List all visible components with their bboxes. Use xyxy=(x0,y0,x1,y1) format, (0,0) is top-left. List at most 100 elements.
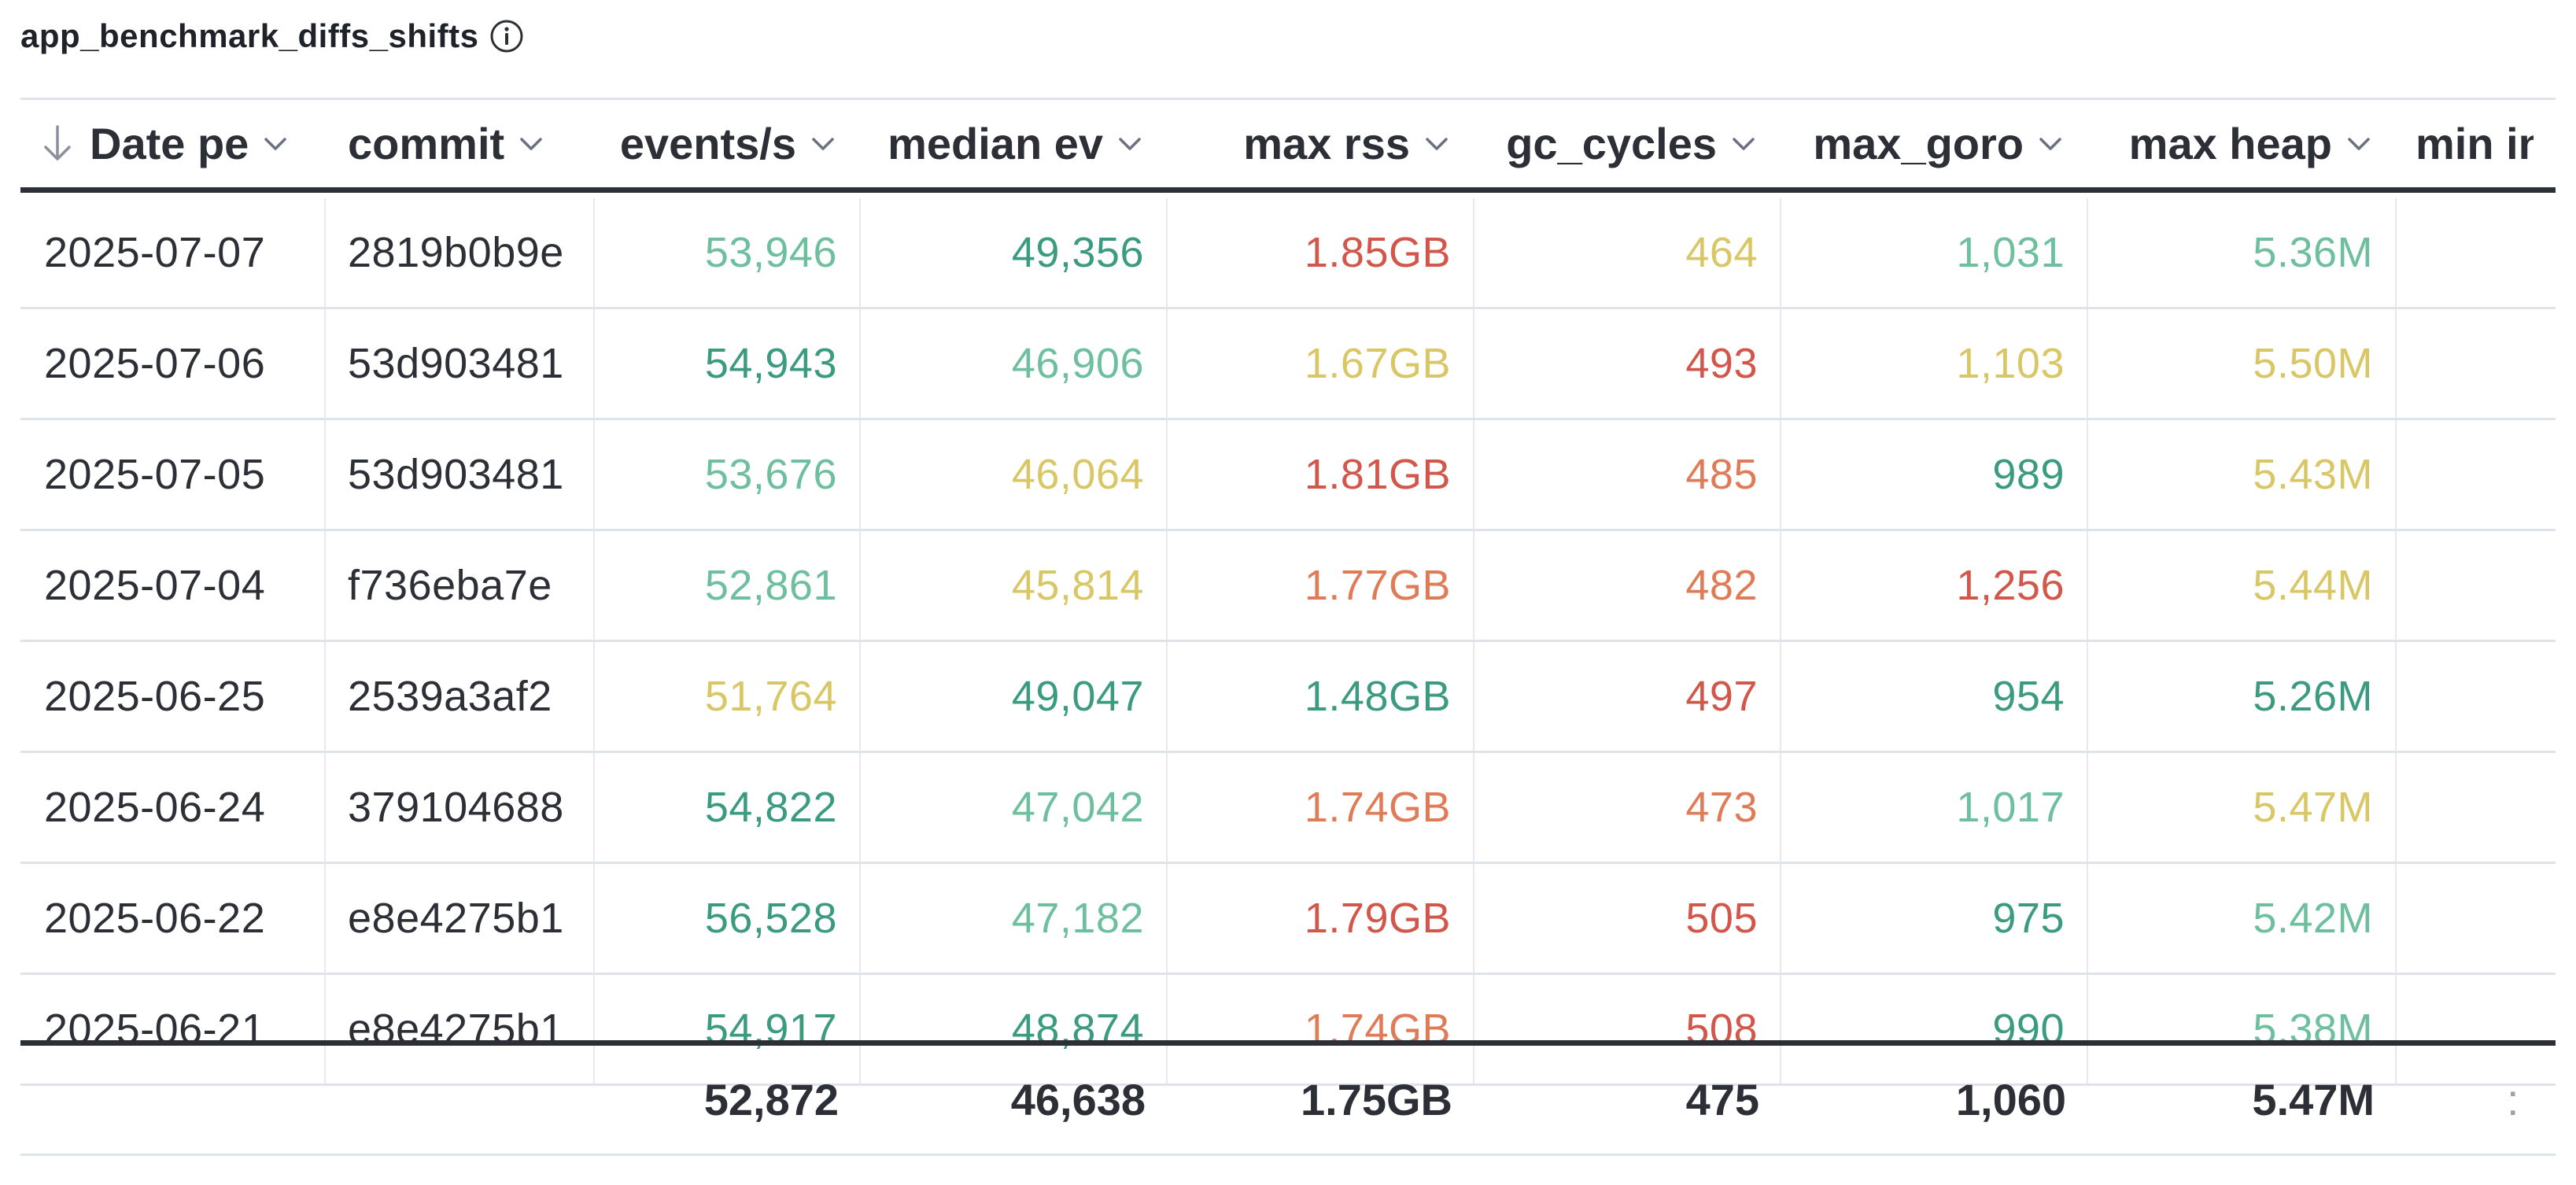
cell-date: 2025-06-25 xyxy=(20,642,326,751)
cell-date: 2025-07-05 xyxy=(20,420,326,529)
info-icon[interactable] xyxy=(489,18,525,54)
cell-events: 53,676 xyxy=(595,420,861,529)
chevron-down-icon[interactable] xyxy=(807,128,839,160)
cell-median: 46,064 xyxy=(861,420,1168,529)
cell-minin xyxy=(2397,753,2556,862)
cell-rss: 1.48GB xyxy=(1168,642,1474,751)
cell-gc: 493 xyxy=(1474,309,1781,418)
cell-median: 46,906 xyxy=(861,309,1168,418)
cell-events: 53,946 xyxy=(595,198,861,307)
totals-divider xyxy=(20,1040,2556,1046)
cell-gc: 485 xyxy=(1474,420,1781,529)
column-header-goro[interactable]: max_goro xyxy=(1781,100,2088,187)
cell-events: 54,943 xyxy=(595,309,861,418)
column-header-minin[interactable]: min in xyxy=(2397,100,2556,187)
table-row[interactable]: 2025-07-05 53d903481 53,676 46,064 1.81GB 485… xyxy=(20,420,2556,531)
column-header-date[interactable]: Date pe xyxy=(20,100,326,187)
cell-events: 56,528 xyxy=(595,864,861,973)
chevron-down-icon[interactable] xyxy=(2035,128,2066,160)
widget-title: app_benchmark_diffs_shifts xyxy=(20,17,479,54)
table-row[interactable]: 2025-06-22 e8e4275b1 56,528 47,182 1.79GB 505… xyxy=(20,864,2556,975)
cell-date: 2025-06-24 xyxy=(20,753,326,862)
column-header-label: gc_cycles xyxy=(1506,119,1717,168)
cell-events: 51,764 xyxy=(595,642,861,751)
cell-minin xyxy=(2397,198,2556,307)
total-date xyxy=(20,1046,326,1154)
cell-minin xyxy=(2397,642,2556,751)
total-gc: 475 xyxy=(1685,1075,1759,1124)
table-row[interactable]: 2025-06-24 379104688 54,822 47,042 1.74GB 473… xyxy=(20,753,2556,864)
table-row[interactable]: 2025-07-04 f736eba7e 52,861 45,814 1.77GB 482… xyxy=(20,531,2556,642)
column-header-label: max rss xyxy=(1243,119,1410,168)
cell-gc: 505 xyxy=(1474,864,1781,973)
total-minin: : xyxy=(2507,1075,2519,1124)
cell-goro: 989 xyxy=(1781,420,2088,529)
chevron-down-icon[interactable] xyxy=(2343,128,2375,160)
cell-goro: 1,103 xyxy=(1781,309,2088,418)
cell-heap: 5.44M xyxy=(2088,531,2397,640)
sort-desc-icon[interactable] xyxy=(39,122,76,166)
cell-gc: 464 xyxy=(1474,198,1781,307)
table-row[interactable]: 2025-07-07 2819b0b9e 53,946 49,356 1.85GB 464… xyxy=(20,198,2556,309)
cell-date: 2025-07-07 xyxy=(20,198,326,307)
cell-heap: 5.42M xyxy=(2088,864,2397,973)
cell-goro: 954 xyxy=(1781,642,2088,751)
column-header-label: min in xyxy=(2415,119,2534,168)
cell-date: 2025-07-06 xyxy=(20,309,326,418)
column-header-events[interactable]: events/s xyxy=(595,100,861,187)
cell-median: 49,356 xyxy=(861,198,1168,307)
cell-commit: 379104688 xyxy=(326,753,595,862)
cell-heap: 5.26M xyxy=(2088,642,2397,751)
column-header-label: max_goro xyxy=(1813,119,2024,168)
column-header-heap[interactable]: max heap xyxy=(2088,100,2397,187)
column-header-rss[interactable]: max rss xyxy=(1168,100,1474,187)
cell-date: 2025-07-04 xyxy=(20,531,326,640)
cell-goro: 1,031 xyxy=(1781,198,2088,307)
cell-commit: 2819b0b9e xyxy=(326,198,595,307)
cell-median: 45,814 xyxy=(861,531,1168,640)
chevron-down-icon[interactable] xyxy=(515,128,547,160)
column-header-label: max heap xyxy=(2128,119,2332,168)
table-totals-row: 52,872 46,638 1.75GB 475 1,060 5.47M: xyxy=(20,1046,2556,1156)
cell-minin xyxy=(2397,864,2556,973)
cell-date: 2025-06-22 xyxy=(20,864,326,973)
total-heap: 5.47M xyxy=(2252,1075,2375,1124)
column-header-median[interactable]: median ev xyxy=(861,100,1168,187)
chevron-down-icon[interactable] xyxy=(260,128,291,160)
table-row[interactable]: 2025-07-06 53d903481 54,943 46,906 1.67GB 493… xyxy=(20,309,2556,420)
cell-rss: 1.74GB xyxy=(1168,753,1474,862)
cell-goro: 975 xyxy=(1781,864,2088,973)
cell-goro: 1,017 xyxy=(1781,753,2088,862)
column-header-label: events/s xyxy=(619,119,796,168)
column-header-label: Date pe xyxy=(90,119,249,168)
cell-commit: f736eba7e xyxy=(326,531,595,640)
total-rss: 1.75GB xyxy=(1301,1075,1452,1124)
chevron-down-icon[interactable] xyxy=(1728,128,1759,160)
column-header-commit[interactable]: commit xyxy=(326,100,595,187)
total-goro: 1,060 xyxy=(1955,1075,2066,1124)
total-commit xyxy=(326,1046,595,1154)
cell-minin xyxy=(2397,309,2556,418)
cell-rss: 1.81GB xyxy=(1168,420,1474,529)
widget-header: app_benchmark_diffs_shifts xyxy=(20,11,525,61)
column-header-gc[interactable]: gc_cycles xyxy=(1474,100,1781,187)
cell-goro: 1,256 xyxy=(1781,531,2088,640)
cell-heap: 5.50M xyxy=(2088,309,2397,418)
table-row[interactable]: 2025-06-25 2539a3af2 51,764 49,047 1.48GB 497… xyxy=(20,642,2556,753)
chevron-down-icon[interactable] xyxy=(1421,128,1452,160)
cell-median: 47,182 xyxy=(861,864,1168,973)
cell-commit: 53d903481 xyxy=(326,309,595,418)
total-median: 46,638 xyxy=(1010,1075,1146,1124)
cell-median: 49,047 xyxy=(861,642,1168,751)
cell-minin xyxy=(2397,420,2556,529)
cell-commit: 2539a3af2 xyxy=(326,642,595,751)
table-body[interactable]: 2025-07-07 2819b0b9e 53,946 49,356 1.85GB 464… xyxy=(20,198,2556,1140)
cell-gc: 473 xyxy=(1474,753,1781,862)
cell-rss: 1.67GB xyxy=(1168,309,1474,418)
total-events: 52,872 xyxy=(703,1075,839,1124)
column-header-label: commit xyxy=(348,119,505,168)
chevron-down-icon[interactable] xyxy=(1114,128,1146,160)
cell-gc: 482 xyxy=(1474,531,1781,640)
cell-commit: e8e4275b1 xyxy=(326,864,595,973)
